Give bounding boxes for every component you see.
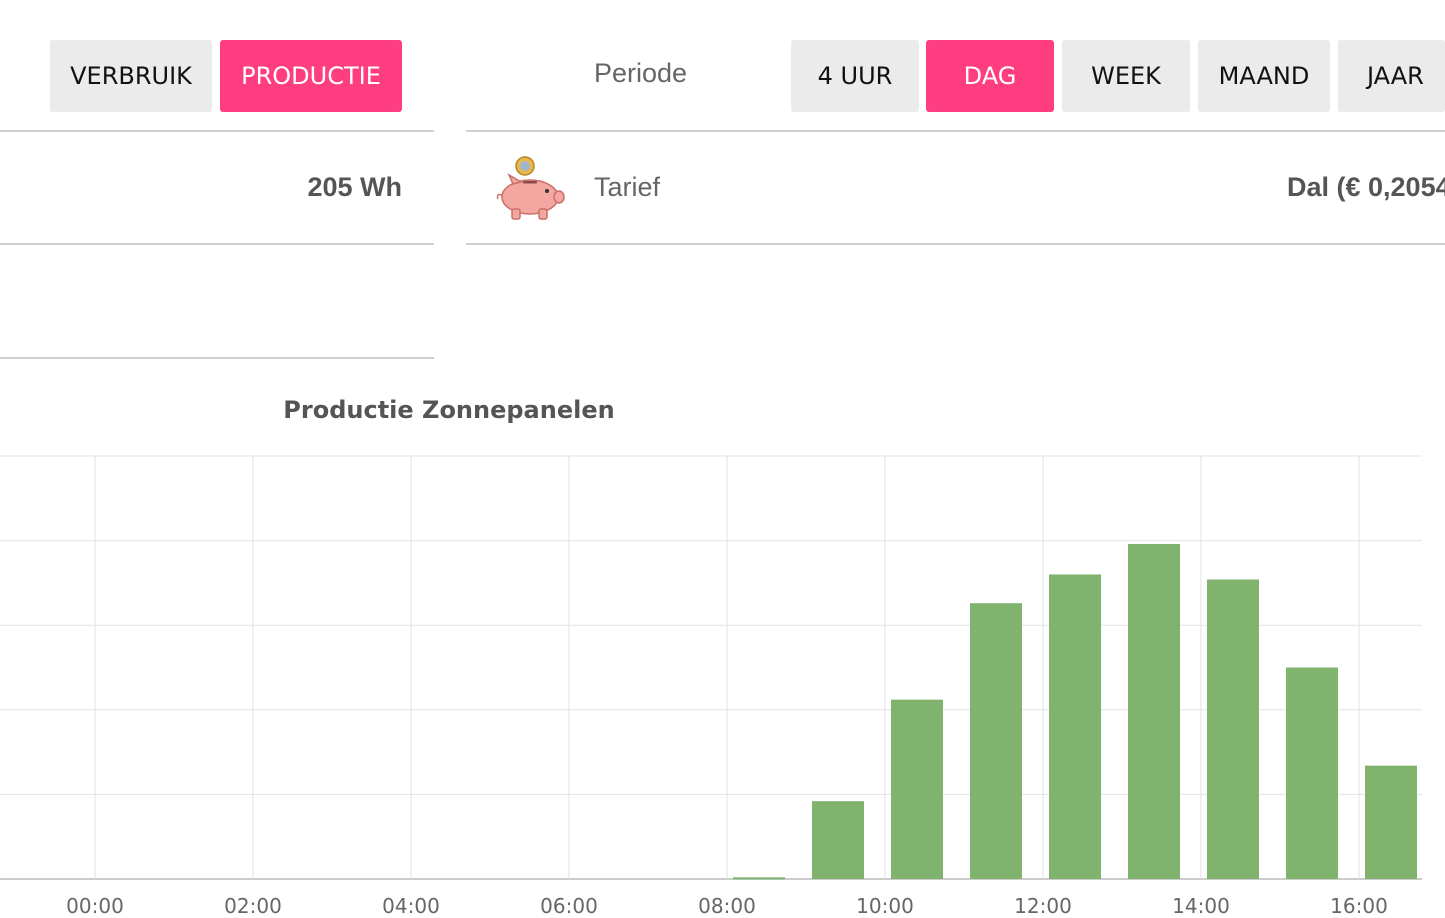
- tarief-label: Tarief: [594, 172, 661, 202]
- x-tick-label: 04:00: [382, 894, 440, 918]
- chart-bar-1100[interactable]: [970, 603, 1022, 879]
- divider-left-3: [0, 357, 434, 359]
- chart-bar-1200[interactable]: [1049, 574, 1101, 879]
- x-tick-label: 00:00: [66, 894, 124, 918]
- chart-bar-1500[interactable]: [1286, 667, 1338, 880]
- periode-4-uur-button[interactable]: 4 UUR: [791, 40, 919, 112]
- periode-maand-button[interactable]: MAAND: [1198, 40, 1330, 112]
- tab-verbruik[interactable]: VERBRUIK: [50, 40, 212, 112]
- tarief-value: Dal (€ 0,2054: [1287, 172, 1445, 202]
- periode-dag-button[interactable]: DAG: [926, 40, 1054, 112]
- x-tick-label: 08:00: [698, 894, 756, 918]
- x-tick-label: 02:00: [224, 894, 282, 918]
- chart-bar-1600[interactable]: [1365, 765, 1417, 879]
- divider-left-2: [0, 243, 434, 245]
- chart-title: Productie Zonnepanelen: [283, 396, 615, 424]
- divider-right-2: [466, 243, 1445, 245]
- x-tick-label: 12:00: [1014, 894, 1072, 918]
- divider-left-1: [0, 130, 434, 132]
- x-tick-label: 16:00: [1330, 894, 1388, 918]
- x-tick-label: 10:00: [856, 894, 914, 918]
- tab-productie[interactable]: PRODUCTIE: [220, 40, 402, 112]
- chart-bar-0800[interactable]: [733, 877, 785, 880]
- chart-bar-1400[interactable]: [1207, 579, 1259, 879]
- chart-bar-1300[interactable]: [1128, 543, 1180, 879]
- divider-right-1: [466, 130, 1445, 132]
- production-total-value: 205 Wh: [307, 172, 402, 202]
- piggy-bank-icon: [496, 156, 565, 220]
- periode-week-button[interactable]: WEEK: [1062, 40, 1190, 112]
- x-tick-label: 06:00: [540, 894, 598, 918]
- x-tick-label: 14:00: [1172, 894, 1230, 918]
- periode-label: Periode: [594, 58, 688, 88]
- chart-bar-0900[interactable]: [812, 801, 864, 879]
- periode-jaar-button[interactable]: JAAR: [1338, 40, 1445, 112]
- chart-bar-1000[interactable]: [891, 699, 943, 879]
- production-bar-chart: 00:00 02:00 04:00 06:00 08:00 10:00 12:00 14:00…: [0, 455, 1422, 918]
